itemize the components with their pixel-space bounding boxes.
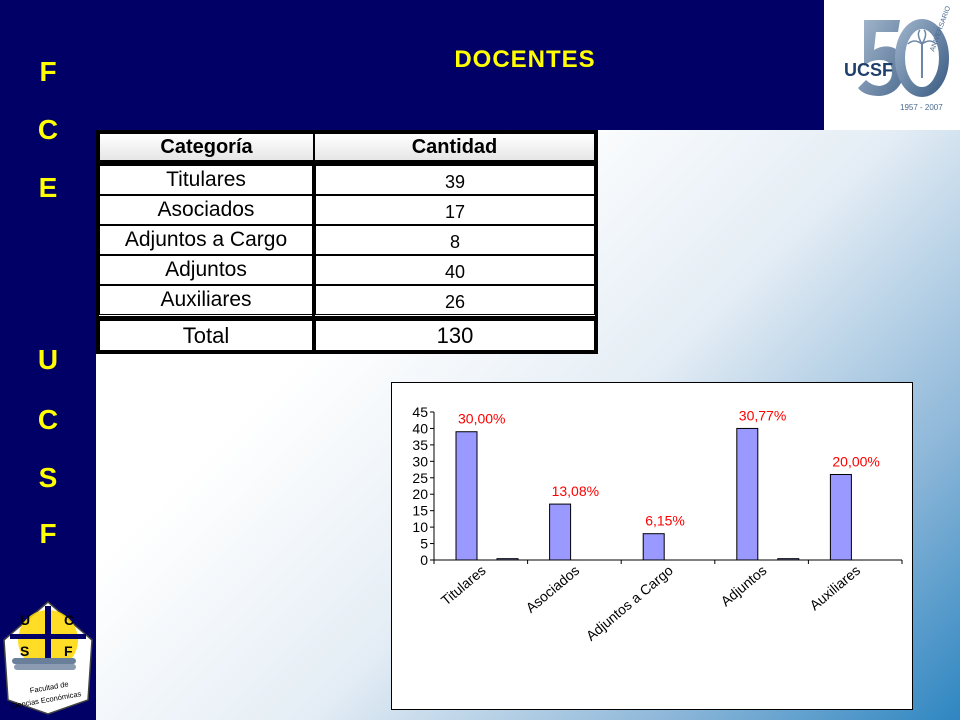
y-tick-label: 5 — [420, 536, 428, 552]
table-total-label: Total — [99, 320, 313, 351]
ucsf-logo-text: UCSF — [844, 60, 893, 80]
table-row-value: 26 — [315, 285, 595, 315]
x-tick-label: Asociados — [523, 562, 583, 616]
x-tick-label: Adjuntos — [718, 562, 770, 609]
table-total-rule — [99, 316, 595, 320]
table-row-value: 8 — [315, 225, 595, 255]
table-row-value: 40 — [315, 255, 595, 285]
sidebar — [0, 0, 96, 720]
ucsf-logo: UCSF ANIVERSARIO 1957 - 2007 — [824, 0, 960, 130]
fce-letter-f: F — [64, 643, 73, 659]
table-header-categoria: Categoría — [99, 133, 314, 161]
side-letter-f2: F — [39, 518, 57, 549]
fce-letter-u: U — [20, 612, 30, 628]
table-row-label: Adjuntos a Cargo — [99, 225, 313, 255]
table-row-label: Asociados — [99, 195, 313, 225]
table-row-label: Adjuntos — [99, 255, 313, 285]
x-tick-label: Titulares — [438, 562, 489, 608]
y-tick-label: 20 — [412, 486, 428, 502]
bar-secondary — [777, 558, 800, 561]
table-row-label: Titulares — [99, 165, 313, 195]
fce-letter-s: S — [20, 643, 29, 659]
bar — [736, 427, 759, 561]
side-letter-e: E — [38, 172, 58, 203]
y-tick-label: 0 — [420, 552, 428, 568]
table-total-value: 130 — [315, 320, 595, 351]
y-tick-label: 25 — [412, 470, 428, 486]
table-header-cantidad: Cantidad — [314, 133, 595, 161]
slide-title: DOCENTES — [454, 46, 596, 73]
fce-letter-c: C — [64, 612, 74, 628]
data-label: 30,77% — [739, 407, 786, 423]
side-letter-s: S — [38, 462, 58, 493]
data-label: 6,15% — [645, 513, 685, 529]
y-tick-label: 30 — [412, 453, 428, 469]
y-tick-label: 10 — [412, 519, 428, 535]
x-tick-label: Auxiliares — [806, 562, 863, 613]
data-label: 13,08% — [552, 483, 599, 499]
side-letter-c2: C — [37, 404, 59, 435]
data-label: 30,00% — [458, 411, 505, 427]
bar — [455, 431, 478, 561]
fce-logo: U C S F Facultad de Ciencias Económicas — [2, 600, 94, 716]
table-row-label: Auxiliares — [99, 285, 313, 315]
bar — [642, 533, 665, 561]
y-tick-label: 40 — [412, 420, 428, 436]
bar — [829, 473, 852, 561]
side-letter-f: F — [39, 56, 57, 87]
bar-chart: 0 5 10 15 20 25 30 35 40 45 30,00% Titulares 13,08% A… — [391, 382, 913, 710]
x-tick-label: Adjuntos a Cargo — [583, 562, 676, 644]
bar-secondary — [496, 558, 519, 561]
ucsf-logo-years: 1957 - 2007 — [900, 103, 943, 112]
bar — [549, 503, 572, 561]
side-letter-c: C — [37, 114, 59, 145]
y-tick-label: 15 — [412, 503, 428, 519]
data-label: 20,00% — [832, 453, 879, 469]
y-tick-label: 35 — [412, 437, 428, 453]
table-row-value: 39 — [315, 165, 595, 195]
table-column-rule — [312, 165, 315, 351]
y-tick-label: 45 — [412, 404, 428, 420]
side-letter-u: U — [37, 344, 59, 375]
docentes-table: Categoría Cantidad Titulares 39 Asociado… — [96, 130, 598, 354]
header-bar — [0, 0, 824, 130]
table-header-rule — [99, 161, 595, 165]
table-row-value: 17 — [315, 195, 595, 225]
